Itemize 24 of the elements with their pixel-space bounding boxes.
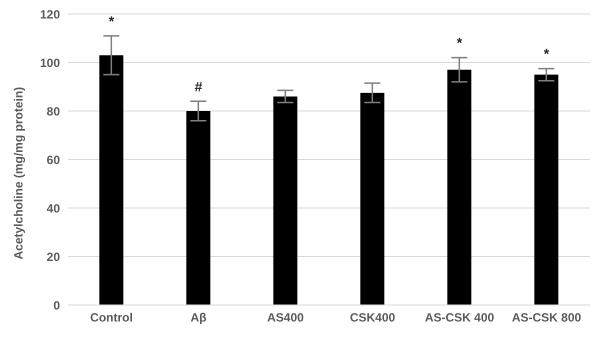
bar (447, 70, 472, 305)
x-tick-label: AS400 (267, 310, 304, 325)
x-tick-label: AS-CSK 400 (424, 310, 495, 325)
x-tick-label: CSK400 (350, 310, 396, 325)
annotation: * (108, 12, 115, 29)
y-tick-label: 60 (46, 152, 60, 167)
bar (360, 92, 384, 305)
bar (534, 74, 558, 305)
annotation: * (456, 34, 463, 51)
bar (273, 96, 298, 305)
y-tick-label: 0 (53, 298, 60, 312)
annotation: * (544, 46, 550, 62)
y-tick-label: 120 (40, 7, 60, 22)
y-tick-label: 20 (46, 250, 60, 264)
x-tick-label: Aβ (190, 310, 206, 325)
y-tick-label: 100 (40, 56, 60, 70)
y-tick-label: 80 (46, 104, 60, 118)
annotation: # (194, 78, 203, 94)
y-tick-label: 40 (46, 201, 60, 216)
x-tick-label: AS-CSK 800 (512, 310, 582, 325)
x-tick-label: Control (90, 310, 133, 325)
bar (99, 55, 124, 305)
bar (186, 111, 210, 305)
y-axis-title: Acetylcholine (mg/mg protein) (11, 86, 26, 260)
